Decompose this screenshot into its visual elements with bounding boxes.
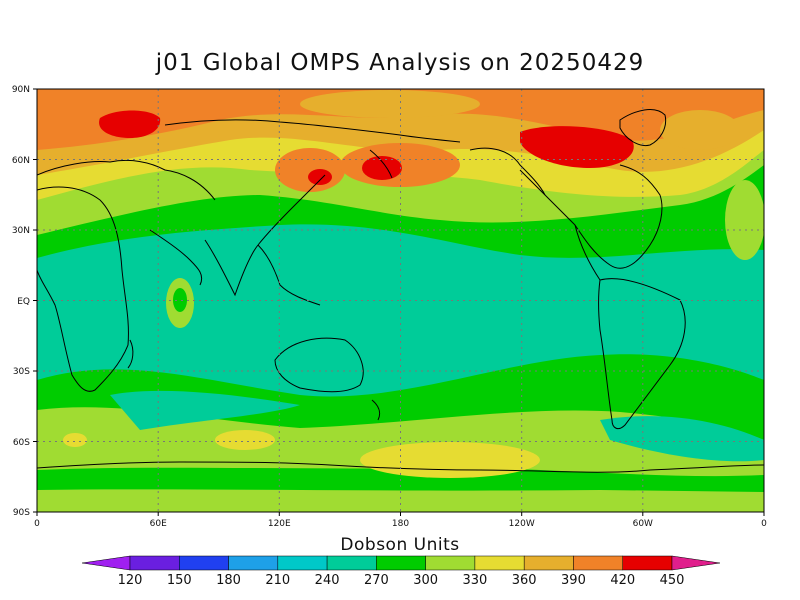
field-arctic-390-b: [660, 110, 740, 150]
coast-central-america: [574, 224, 601, 281]
field-antarctic-330: [37, 489, 764, 512]
field-south-teal2: [600, 416, 764, 462]
coast-europe: [37, 159, 216, 201]
colorbar-tick-label: 450: [660, 573, 685, 588]
colorbar-segment: [622, 555, 673, 571]
colorbar-tick-label: 360: [512, 573, 537, 588]
map-grid: [37, 89, 764, 512]
field-max-japan: [308, 169, 332, 185]
coast-greenland: [619, 109, 667, 147]
colorbar-segment: [376, 555, 426, 571]
colorbar-label: Dobson Units: [340, 535, 460, 555]
lat-tick-label: EQ: [17, 297, 30, 307]
coast-south-america: [598, 278, 686, 430]
colorbar-tick-label: 420: [610, 573, 635, 588]
colorbar-tick-label: 180: [216, 573, 241, 588]
colorbar-underflow: [81, 555, 131, 571]
field-max-kamchatka: [362, 156, 402, 180]
lat-tick-label: 60N: [12, 156, 30, 166]
colorbar-segment: [425, 555, 476, 571]
coast-kamchatka: [369, 149, 393, 179]
coast-india: [204, 239, 259, 297]
lon-tick-label: 0: [34, 519, 40, 529]
colorbar-segments: [81, 555, 721, 571]
field-max-scandinavia: [99, 110, 161, 138]
coast-africa: [37, 186, 129, 392]
field-south-360-c: [63, 433, 87, 447]
lon-tick-label: 120W: [509, 519, 535, 529]
lon-tick-label: 0: [761, 519, 767, 529]
colorbar-segment: [573, 555, 623, 571]
colorbar-tick-label: 240: [315, 573, 340, 588]
lat-tick-label: 30S: [13, 367, 30, 377]
coast-madagascar: [127, 339, 134, 369]
colorbar-segment: [326, 555, 377, 571]
lon-tick-label: 180: [392, 519, 409, 529]
colorbar-tick-label: 120: [118, 573, 143, 588]
colorbar-tick-labels: 120 150 180 210 240 270 300 330 360 390 420 450: [118, 573, 685, 588]
colorbar-segment: [228, 555, 279, 571]
colorbar-tick-label: 390: [561, 573, 586, 588]
coast-nz: [371, 399, 381, 421]
colorbar-segment: [179, 555, 229, 571]
coast-alaska: [469, 147, 546, 196]
coast-australia: [274, 337, 364, 393]
colorbar-tick-label: 210: [265, 573, 290, 588]
field-north-420: [37, 89, 764, 150]
coast-arabia: [149, 229, 203, 286]
map-title: j01 Global OMPS Analysis on 20250429: [155, 50, 645, 76]
colorbar-segment: [523, 555, 574, 571]
colorbar-tick-label: 150: [167, 573, 192, 588]
colorbar-segment: [474, 555, 525, 571]
coast-antarctica: [37, 461, 764, 473]
lon-tick-label: 60W: [633, 519, 653, 529]
lat-tick-label: 30N: [12, 226, 30, 236]
lat-tick-label: 60S: [13, 438, 30, 448]
field-south-teal: [110, 390, 300, 430]
field-arctic-390: [300, 90, 480, 118]
colorbar-tick-label: 300: [413, 573, 438, 588]
tick-marks: [33, 88, 765, 516]
lon-tick-label: 120E: [268, 519, 291, 529]
colorbar-overflow: [671, 555, 721, 571]
colorbar-tick-label: 270: [364, 573, 389, 588]
field-south-360-b: [215, 430, 275, 450]
ozone-map: 90N 60N 30N EQ 30S 60S 90S 0 60E 120E 18…: [12, 85, 767, 529]
lat-tick-label: 90S: [13, 508, 30, 518]
coast-china: [257, 174, 326, 246]
colorbar-segment: [277, 555, 328, 571]
colorbar-segment: [129, 555, 180, 571]
lon-tick-label: 60E: [150, 519, 167, 529]
coast-russia-north: [164, 119, 461, 143]
field-max-canada: [520, 126, 634, 168]
coast-north-america: [519, 164, 663, 269]
coastlines: [37, 109, 764, 473]
field-trop-green-afr-inner: [173, 288, 187, 312]
lat-tick-label: 90N: [12, 85, 30, 95]
field-atl-green: [725, 180, 764, 260]
colorbar-tick-label: 330: [462, 573, 487, 588]
